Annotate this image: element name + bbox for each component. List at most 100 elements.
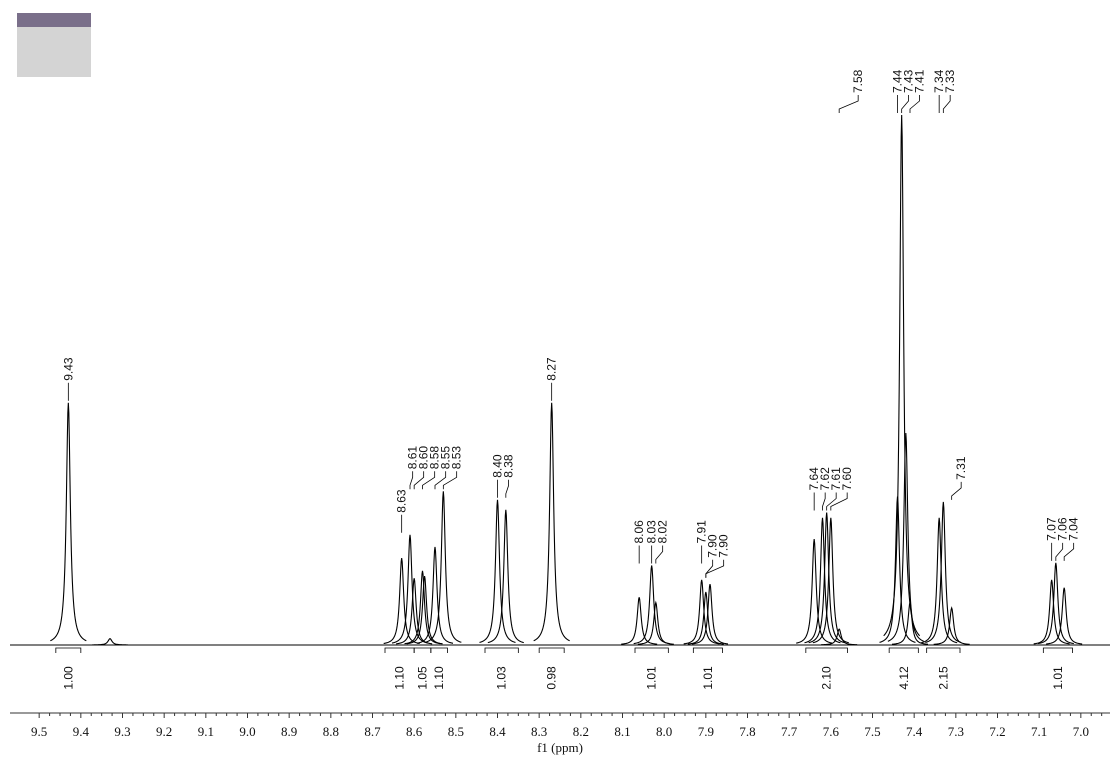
integral-bracket: [414, 648, 431, 653]
peak: [921, 518, 957, 643]
peak-label: 7.31: [954, 456, 968, 480]
x-tick-label: 7.4: [906, 724, 923, 739]
peak-label: 7.60: [840, 467, 854, 491]
integral-bracket: [485, 648, 518, 653]
x-tick-label: 8.5: [448, 724, 464, 739]
x-tick-label: 9.3: [114, 724, 130, 739]
x-tick-label: 9.2: [156, 724, 172, 739]
peak-label-connector: [839, 95, 858, 113]
peak-label-connector: [1056, 543, 1063, 561]
peak-label-connector: [823, 493, 826, 511]
x-tick-label: 7.6: [823, 724, 840, 739]
integral-label: 2.10: [820, 666, 834, 690]
integral-label: 2.15: [936, 666, 950, 690]
x-tick-label: 9.4: [73, 724, 90, 739]
peak-label: 7.04: [1067, 517, 1081, 541]
x-tick-label: 9.1: [198, 724, 214, 739]
peak: [384, 558, 420, 643]
x-tick-label: 8.8: [323, 724, 339, 739]
peak-label-connector: [902, 95, 909, 113]
peak-label-connector: [506, 480, 509, 498]
integral-bracket: [889, 648, 918, 653]
peak-label: 8.38: [502, 454, 516, 478]
integral-bracket: [539, 648, 564, 653]
peak-label: 9.43: [61, 357, 75, 381]
peak-label-connector: [410, 471, 413, 489]
peak-label-connector: [827, 493, 837, 511]
peak: [1046, 588, 1082, 644]
peak-label-connector: [952, 482, 962, 500]
peak: [925, 502, 961, 643]
page: {"chart_data": { "type": "nmr", "x_label…: [0, 0, 1110, 762]
peak-label: 7.90: [717, 534, 731, 558]
x-tick-label: 8.9: [281, 724, 297, 739]
integral-bracket: [693, 648, 722, 653]
integral-label: 0.98: [545, 666, 559, 690]
peak: [805, 518, 841, 643]
x-tick-label: 9.0: [239, 724, 255, 739]
peak-label: 8.53: [450, 446, 464, 470]
x-tick-label: 8.1: [614, 724, 630, 739]
peak: [796, 539, 832, 643]
integral-label: 1.01: [1051, 666, 1065, 690]
integral-label: 1.10: [432, 666, 446, 690]
x-tick-label: 7.7: [781, 724, 798, 739]
peak-label-connector: [706, 560, 724, 578]
peak-label-connector: [1064, 543, 1074, 561]
peak: [692, 584, 728, 644]
x-tick-label: 9.5: [31, 724, 47, 739]
peak-label: 8.02: [656, 520, 670, 544]
peak: [813, 518, 849, 643]
peak: [488, 510, 524, 643]
x-tick-label: 7.1: [1031, 724, 1047, 739]
integral-bracket: [385, 648, 414, 653]
integral-label: 1.01: [645, 666, 659, 690]
integral-bracket: [927, 648, 960, 653]
integral-label: 1.05: [416, 666, 430, 690]
chart: f1 (ppm) 9.5 9.4 9.3 9.2 9.1 9.0 8.9 8.8 8.7 8.6 8…: [0, 0, 1110, 762]
peak: [480, 500, 516, 643]
integral-bracket: [1043, 648, 1072, 653]
peak-label: 8.63: [395, 489, 409, 513]
integral-label: 1.00: [61, 666, 75, 690]
peak: [50, 403, 86, 641]
integral-bracket: [431, 648, 448, 653]
peak: [809, 513, 845, 643]
peak-label-connector: [943, 95, 950, 113]
peak: [92, 639, 128, 645]
x-tick-label: 7.0: [1073, 724, 1089, 739]
x-tick-label: 8.6: [406, 724, 423, 739]
x-tick-label: 7.8: [739, 724, 755, 739]
peak: [634, 566, 670, 644]
peak-label-connector: [423, 471, 435, 489]
peak-label: 7.58: [851, 69, 865, 93]
integral-label: 1.03: [495, 666, 509, 690]
x-tick-label: 8.3: [531, 724, 547, 739]
x-tick-label: 7.9: [698, 724, 714, 739]
x-tick-label: 8.4: [489, 724, 506, 739]
x-tick-label: 7.3: [948, 724, 964, 739]
peak: [621, 597, 657, 644]
peak: [684, 580, 720, 644]
peak: [884, 115, 920, 636]
peak-label: 8.27: [545, 357, 559, 381]
peak: [534, 403, 570, 641]
thumbnail-structure: [17, 13, 91, 27]
x-tick-label: 8.2: [573, 724, 589, 739]
integral-label: 1.01: [701, 666, 715, 690]
peak-label-connector: [910, 95, 920, 113]
x-tick-label: 7.2: [989, 724, 1005, 739]
peak-label-connector: [435, 471, 446, 489]
integral-label: 4.12: [897, 666, 911, 690]
integral-bracket: [56, 648, 81, 653]
x-tick-label: 7.5: [864, 724, 880, 739]
peak-label: 7.33: [943, 69, 957, 93]
peak-label-connector: [831, 493, 847, 511]
peak-label: 7.41: [913, 69, 927, 93]
peak-label-connector: [706, 560, 713, 578]
x-axis-label: f1 (ppm): [537, 740, 583, 755]
x-tick-label: 8.7: [364, 724, 381, 739]
peak-label-connector: [656, 546, 663, 564]
peak: [417, 547, 453, 643]
x-tick-label: 8.0: [656, 724, 672, 739]
